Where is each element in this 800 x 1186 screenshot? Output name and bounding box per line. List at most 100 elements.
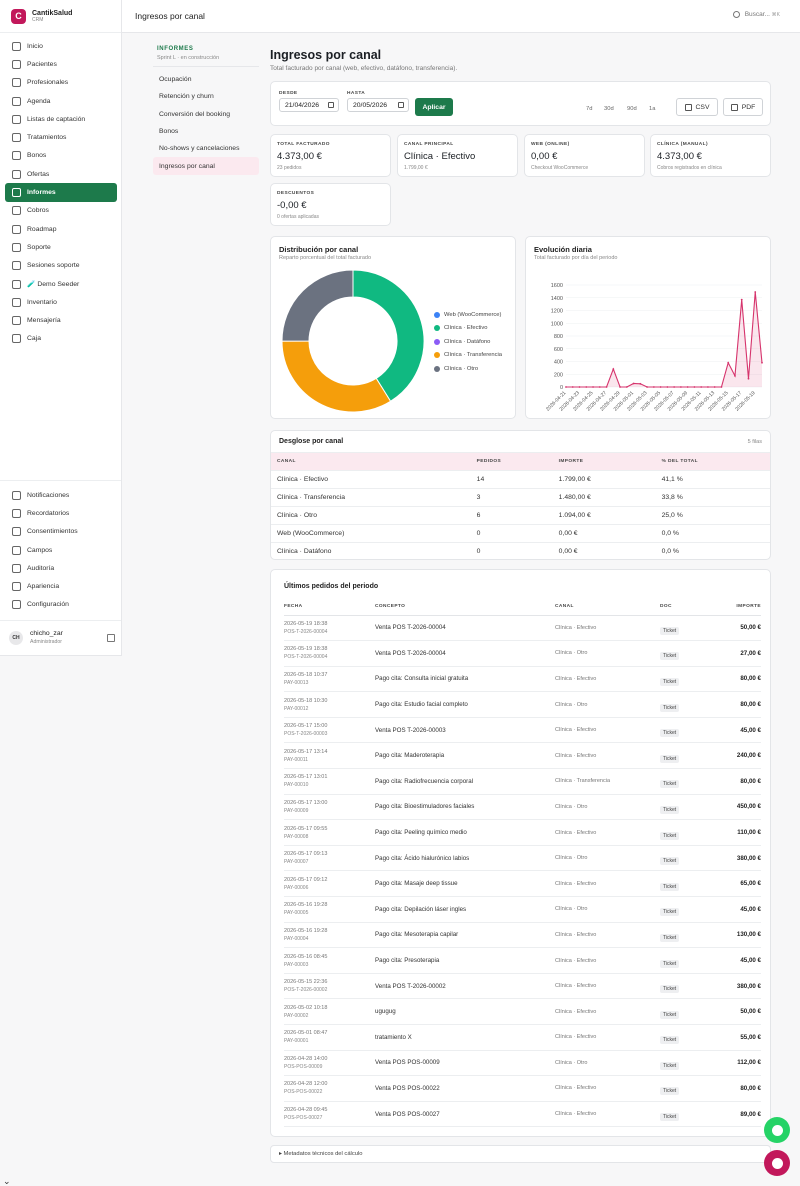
sidebar-item[interactable]: Profesionales xyxy=(5,74,117,92)
table-row[interactable]: 2026-05-16 19:28 PAY-00004 Pago cita: Meso… xyxy=(284,922,761,949)
data-point[interactable] xyxy=(592,386,594,388)
doc-badge[interactable]: Ticket xyxy=(660,908,680,917)
quick-range-1a[interactable]: 1a xyxy=(649,106,656,112)
sidebar-item[interactable]: Cobros xyxy=(5,202,117,220)
table-row[interactable]: 2026-05-17 13:14 PAY-00011 Pago cita: Made… xyxy=(284,742,761,770)
pie-slice[interactable] xyxy=(352,269,425,402)
data-point[interactable] xyxy=(565,386,567,388)
legend-item[interactable]: Web (WooCommerce) xyxy=(434,308,502,322)
desde-date-input[interactable]: 21/04/2026 xyxy=(279,98,339,112)
data-point[interactable] xyxy=(598,386,601,388)
data-point[interactable] xyxy=(625,386,628,388)
quick-range-90d[interactable]: 90d xyxy=(627,106,637,112)
doc-badge[interactable]: Ticket xyxy=(660,677,680,686)
sidebar-item[interactable]: Notificaciones xyxy=(5,486,117,504)
sidebar-item[interactable]: Agenda xyxy=(5,92,117,110)
table-row[interactable]: 2026-05-17 15:00 POS-T-2026-00003 Venta PO… xyxy=(284,717,761,744)
data-point[interactable] xyxy=(693,386,696,388)
data-point[interactable] xyxy=(713,386,716,388)
table-row[interactable]: 2026-05-19 18:38 POS-T-2026-00004 Venta PO… xyxy=(284,640,761,667)
subnav-item[interactable]: Bonos xyxy=(159,128,179,136)
data-point[interactable] xyxy=(571,386,574,388)
table-row[interactable]: 2026-04-28 12:00 POS-POS-00022 Venta POS P… xyxy=(284,1075,761,1102)
logout-icon[interactable] xyxy=(107,634,115,642)
legend-item[interactable]: Clínica · Efectivo xyxy=(434,322,502,336)
metadata-toggle[interactable]: ▸ Metadatos técnicos del cálculo xyxy=(270,1145,771,1163)
data-point[interactable] xyxy=(686,386,689,388)
table-row[interactable]: 2026-05-16 08:45 PAY-00003 Pago cita: Pres… xyxy=(284,947,761,974)
data-point[interactable] xyxy=(659,386,662,388)
data-point[interactable] xyxy=(700,386,703,388)
data-point[interactable] xyxy=(727,361,730,364)
doc-badge[interactable]: Ticket xyxy=(660,1061,680,1070)
legend-item[interactable]: Clínica · Otro xyxy=(434,362,502,376)
doc-badge[interactable]: Ticket xyxy=(660,882,680,891)
pdf-button[interactable]: PDF xyxy=(723,98,763,116)
doc-badge[interactable]: Ticket xyxy=(660,805,680,814)
table-row[interactable]: 2026-05-17 09:12 PAY-00006 Pago cita: Masa… xyxy=(284,870,761,898)
doc-badge[interactable]: Ticket xyxy=(660,652,680,661)
pie-slice[interactable] xyxy=(281,269,354,342)
doc-badge[interactable]: Ticket xyxy=(660,626,680,635)
data-point[interactable] xyxy=(734,374,736,377)
doc-badge[interactable]: Ticket xyxy=(660,1010,680,1019)
data-point[interactable] xyxy=(720,386,723,388)
doc-badge[interactable]: Ticket xyxy=(660,1113,680,1122)
doc-badge[interactable]: Ticket xyxy=(660,985,680,994)
data-point[interactable] xyxy=(612,368,615,370)
data-point[interactable] xyxy=(707,386,709,388)
subnav-item[interactable]: Retención y churn xyxy=(159,93,214,101)
data-point[interactable] xyxy=(585,386,588,388)
sidebar-item[interactable]: Pacientes xyxy=(5,55,117,73)
subnav-item[interactable]: Ocupación xyxy=(159,76,192,84)
data-point[interactable] xyxy=(652,386,655,388)
doc-badge[interactable]: Ticket xyxy=(660,933,680,942)
sidebar-item[interactable]: Caja xyxy=(5,330,117,348)
search-input[interactable]: Buscar... xyxy=(732,11,770,18)
doc-badge[interactable]: Ticket xyxy=(660,1036,680,1045)
sidebar-item[interactable]: Inicio xyxy=(5,37,117,55)
sidebar-item[interactable]: Informes xyxy=(5,183,117,202)
brand[interactable]: C CantikSalud CRM xyxy=(0,0,121,33)
table-row[interactable]: 2026-05-17 13:00 PAY-00009 Pago cita: Bioe… xyxy=(284,794,761,821)
sidebar-item[interactable]: Soporte xyxy=(5,238,117,256)
csv-button[interactable]: CSV xyxy=(676,98,718,116)
table-row[interactable]: 2026-05-16 19:28 PAY-00005 Pago cita: Depi… xyxy=(284,896,761,923)
sidebar-item[interactable]: Bonos xyxy=(5,147,117,165)
quick-range-7d[interactable]: 7d xyxy=(586,106,593,112)
subnav-item[interactable]: No-shows y cancelaciones xyxy=(159,145,240,153)
sidebar-item[interactable]: Auditoría xyxy=(5,559,117,577)
whatsapp-button[interactable] xyxy=(764,1117,790,1143)
table-row[interactable]: 2026-05-18 10:30 PAY-00012 Pago cita: Estu… xyxy=(284,691,761,718)
sidebar-item[interactable]: Configuración xyxy=(5,596,117,614)
quick-range-30d[interactable]: 30d xyxy=(604,106,614,112)
doc-badge[interactable]: Ticket xyxy=(660,831,680,840)
doc-badge[interactable]: Ticket xyxy=(660,780,680,789)
table-row[interactable]: 2026-05-17 13:01 PAY-00010 Pago cita: Radi… xyxy=(284,768,761,795)
legend-item[interactable]: Clínica · Datáfono xyxy=(434,335,502,349)
table-row[interactable]: 2026-05-02 10:18 PAY-00002 ugugug Clínica ·… xyxy=(284,998,761,1025)
data-point[interactable] xyxy=(605,386,608,388)
chevron-down-icon[interactable]: ⌄ xyxy=(3,1176,11,1186)
doc-badge[interactable]: Ticket xyxy=(660,703,680,712)
data-point[interactable] xyxy=(578,386,581,388)
data-point[interactable] xyxy=(646,386,649,388)
table-row[interactable]: 2026-05-19 18:38 POS-T-2026-00004 Venta PO… xyxy=(284,615,761,642)
sidebar-item[interactable]: Tratamientos xyxy=(5,128,117,146)
doc-badge[interactable]: Ticket xyxy=(660,857,680,866)
data-point[interactable] xyxy=(639,382,642,385)
table-row[interactable]: 2026-04-28 09:45 POS-POS-00027 Venta POS P… xyxy=(284,1101,761,1128)
data-point[interactable] xyxy=(666,386,669,388)
sidebar-item[interactable]: Recordatorios xyxy=(5,504,117,522)
sidebar-item[interactable]: Roadmap xyxy=(5,220,117,238)
pie-slice[interactable] xyxy=(281,340,392,413)
subnav-item[interactable]: Conversión del booking xyxy=(159,110,231,118)
sidebar-item[interactable]: Ofertas xyxy=(5,165,117,183)
table-row[interactable]: 2026-05-17 09:13 PAY-00007 Pago cita: Ácid… xyxy=(284,845,761,872)
data-point[interactable] xyxy=(747,377,750,380)
sidebar-item[interactable]: Apariencia xyxy=(5,577,117,595)
sidebar-item[interactable]: Inventario xyxy=(5,293,117,311)
doc-badge[interactable]: Ticket xyxy=(660,959,680,968)
hasta-date-input[interactable]: 20/05/2026 xyxy=(347,98,409,112)
table-row[interactable]: 2026-05-01 08:47 PAY-00001 tratamiento X Cl… xyxy=(284,1024,761,1051)
